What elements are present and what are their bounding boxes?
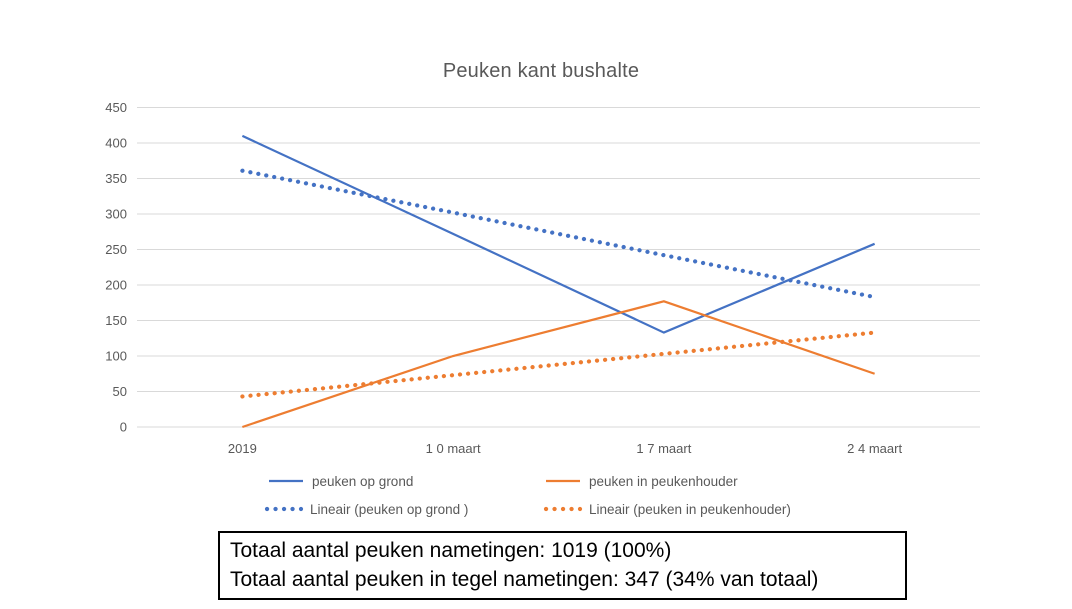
x-axis-tick-label: 1 0 maart <box>426 441 481 456</box>
series-line-lineair-peuken-op-grond- <box>240 168 877 300</box>
totals-line-1: Totaal aantal peuken nametingen: 1019 (1… <box>230 539 672 562</box>
chart-title: Peuken kant bushalte <box>442 60 640 82</box>
legend-item-peuken-in-peukenhouder: peuken in peukenhouder <box>543 473 738 489</box>
y-axis-tick-label: 250 <box>105 242 127 257</box>
legend-item-peuken-op-grond: peuken op grond <box>266 473 413 489</box>
legend-line-sample-blue-solid <box>269 479 303 483</box>
legend-label: peuken in peukenhouder <box>589 473 738 489</box>
y-axis-tick-label: 50 <box>113 384 127 399</box>
y-axis-tick-label: 100 <box>105 349 127 364</box>
y-axis-tick-label: 400 <box>105 136 127 151</box>
legend-line-sample-blue-dotted <box>264 506 304 512</box>
totals-annotation-box: Totaal aantal peuken nametingen: 1019 (1… <box>218 531 907 600</box>
y-axis-tick-label: 150 <box>105 313 127 328</box>
legend-line-sample-orange-solid <box>546 479 580 483</box>
y-axis-tick-label: 350 <box>105 171 127 186</box>
y-axis-tick-label: 450 <box>105 100 127 115</box>
x-axis-tick-label: 2 4 maart <box>847 441 902 456</box>
series-line-lineair-peuken-in-peukenhouder- <box>240 330 877 399</box>
legend-line-sample-orange-dotted <box>543 506 583 512</box>
legend-label: Lineair (peuken in peukenhouder) <box>589 501 791 517</box>
series-line-peuken-in-peukenhouder <box>242 300 875 429</box>
y-axis-tick-label: 0 <box>120 420 127 435</box>
legend-label: Lineair (peuken op grond ) <box>310 501 469 517</box>
y-axis-tick-label: 200 <box>105 278 127 293</box>
x-axis-tick-label: 2019 <box>228 441 257 456</box>
y-axis-tick-label: 300 <box>105 207 127 222</box>
legend-item-lineair-peuken-op-grond: Lineair (peuken op grond ) <box>264 501 468 517</box>
series-line-peuken-op-grond <box>241 134 876 334</box>
totals-line-2: Totaal aantal peuken in tegel nametingen… <box>230 568 819 591</box>
legend-item-lineair-peuken-in-peukenhouder: Lineair (peuken in peukenhouder) <box>543 501 791 517</box>
legend-label: peuken op grond <box>312 473 414 489</box>
x-axis-tick-label: 1 7 maart <box>636 441 691 456</box>
